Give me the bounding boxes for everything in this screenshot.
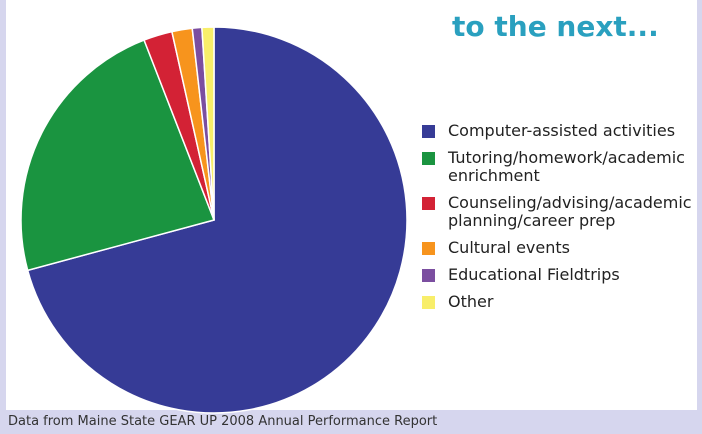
legend-label: Cultural events	[448, 238, 570, 257]
legend-swatch	[422, 197, 435, 210]
legend-swatch	[422, 269, 435, 282]
legend-label: Computer-assisted activities	[448, 121, 676, 140]
legend-item-counseling: Counseling/advising/academic planning/ca…	[422, 194, 700, 230]
legend-swatch	[422, 152, 435, 165]
chart-title-line2: to the next...	[452, 10, 659, 43]
legend-swatch	[422, 296, 435, 309]
legend-label: Counseling/advising/academic planning/ca…	[448, 193, 692, 230]
legend-label: Other	[448, 292, 494, 311]
pie-slice-computer	[26, 26, 408, 414]
legend-item-other: Other	[422, 293, 700, 311]
legend-swatch	[422, 242, 435, 255]
legend-item-computer: Computer-assisted activities	[422, 122, 700, 140]
legend-item-cultural: Cultural events	[422, 239, 700, 257]
legend-item-tutoring: Tutoring/homework/academic enrichment	[422, 149, 700, 185]
legend-label: Educational Fieldtrips	[448, 265, 620, 284]
legend: Computer-assisted activities Tutoring/ho…	[422, 122, 700, 320]
legend-label: Tutoring/homework/academic enrichment	[448, 148, 685, 185]
source-note: Data from Maine State GEAR UP 2008 Annua…	[8, 414, 438, 429]
legend-item-fieldtrips: Educational Fieldtrips	[422, 266, 700, 284]
legend-swatch	[422, 125, 435, 138]
pie-slice-other	[201, 26, 215, 221]
